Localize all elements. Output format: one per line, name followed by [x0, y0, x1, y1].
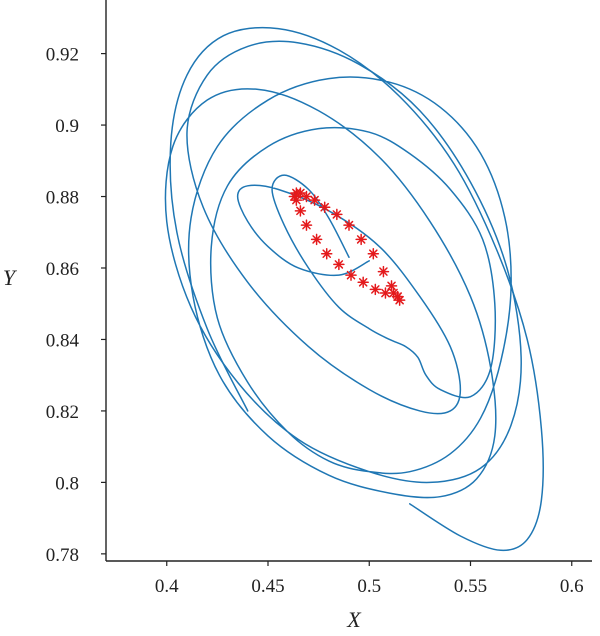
limit-cycle-point	[333, 258, 345, 271]
x-tick-label: 0.4	[155, 576, 179, 597]
y-tick-label: 0.9	[55, 116, 79, 137]
y-axis-label: Y	[3, 265, 18, 290]
limit-cycle-point	[308, 194, 321, 206]
limit-cycle-point	[294, 205, 307, 217]
limit-cycle-point	[355, 233, 367, 246]
y-tick-label: 0.88	[46, 188, 79, 209]
trajectory-line-2	[169, 26, 544, 552]
y-tick-label: 0.86	[46, 259, 79, 280]
limit-cycle-point	[379, 287, 392, 299]
x-tick-label: 0.55	[454, 576, 487, 597]
axes	[101, 0, 592, 566]
limit-cycle-markers	[288, 187, 406, 306]
limit-cycle-point	[294, 187, 307, 199]
y-tick-label: 0.84	[46, 330, 80, 351]
y-tick-label: 0.82	[46, 402, 79, 423]
plot-area	[164, 26, 544, 552]
limit-cycle-point	[318, 201, 331, 213]
limit-cycle-point	[343, 219, 355, 231]
limit-cycle-point	[331, 208, 343, 221]
limit-cycle-point	[345, 269, 357, 281]
x-tick-label: 0.45	[251, 576, 284, 597]
y-tick-label: 0.8	[55, 473, 79, 494]
x-axis-label: X	[346, 607, 362, 632]
y-tick-label: 0.92	[46, 45, 79, 66]
limit-cycle-point	[290, 194, 303, 206]
limit-cycle-point	[320, 247, 333, 260]
x-tick-label: 0.6	[560, 576, 584, 597]
trajectory-line-1	[164, 40, 522, 499]
y-tick-label: 0.78	[46, 545, 79, 566]
limit-cycle-point	[357, 276, 369, 289]
limit-cycle-point	[300, 219, 313, 231]
limit-cycle-point	[385, 280, 398, 292]
tick-labels: 0.4 0.45 0.5 0.55 0.6 0.78 0.8 0.82 0.84 0.86 0.88…	[46, 45, 584, 597]
limit-cycle-point	[377, 265, 390, 278]
x-tick-label: 0.5	[357, 576, 381, 597]
limit-cycle-point	[310, 233, 323, 246]
limit-cycle-point	[300, 190, 313, 203]
limit-cycle-point	[369, 283, 382, 296]
limit-cycle-point	[367, 247, 380, 260]
